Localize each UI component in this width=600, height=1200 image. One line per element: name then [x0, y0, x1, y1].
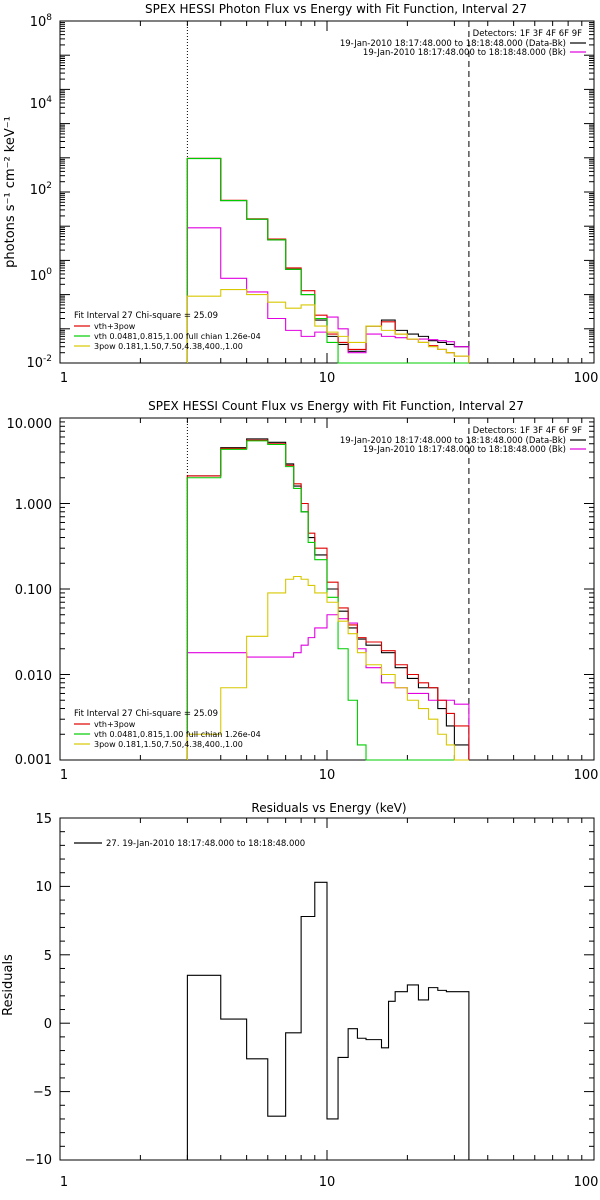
photon-xtick-100: 100 — [574, 371, 599, 386]
photon-panel: SPEX HESSI Photon Flux vs Energy with Fi… — [3, 2, 598, 386]
photon-legend-vth-label: vth 0.0481,0.815,1.00 full chian 1.26e-0… — [94, 332, 261, 341]
residuals-panel: Residuals vs Energy (keV) 15 10 5 0 −5 −… — [1, 801, 598, 1190]
photon-series-vth — [186, 158, 469, 364]
residuals-legend-label: 27. 19-Jan-2010 18:17:48.000 to 18:18:48… — [106, 839, 305, 849]
residuals-series-residuals — [186, 881, 470, 1160]
residuals-xtick-100: 100 — [574, 1175, 599, 1190]
count-fit-header: Fit Interval 27 Chi-square = 25.09 — [74, 709, 218, 719]
photon-legend-fit: Fit Interval 27 Chi-square = 25.09 vth+3… — [74, 311, 261, 351]
photon-axis-ticks — [59, 20, 595, 364]
count-xtick-10: 10 — [319, 768, 336, 783]
residuals-ytick-10: 10 — [35, 880, 52, 895]
residuals-ytick-15: 15 — [35, 812, 52, 827]
count-legend-pow-label: 3pow 0.181,1.50,7.50,4.38,400.,1.00 — [94, 740, 243, 749]
count-title: SPEX HESSI Count Flux vs Energy with Fit… — [148, 399, 524, 413]
residuals-legend: 27. 19-Jan-2010 18:17:48.000 to 18:18:48… — [74, 839, 305, 849]
photon-xtick-1: 1 — [60, 371, 68, 386]
photon-ytick-1e-2: 10-2 — [26, 354, 52, 371]
residuals-ytick-0: 0 — [44, 1017, 52, 1032]
count-series-vth-3pow — [186, 439, 470, 760]
count-legend-detectors: Detectors: 1F 3F 4F 6F 9F 19-Jan-2010 18… — [340, 426, 586, 455]
photon-ytick-1e8: 108 — [30, 13, 53, 30]
residuals-xtick-10: 10 — [319, 1175, 336, 1190]
photon-legend-total-label: vth+3pow — [94, 322, 136, 331]
count-legend-total-label: vth+3pow — [94, 720, 136, 729]
count-legend-data-label: 19-Jan-2010 18:17:48.000 to 18:18:48.000… — [340, 436, 566, 446]
count-series-3pow — [186, 575, 469, 761]
photon-ytick-1e2: 102 — [30, 181, 52, 198]
residuals-y-axis-label: Residuals — [1, 954, 16, 1016]
residuals-x-tick-labels: 1 10 100 — [60, 1175, 599, 1190]
residuals-xtick-1: 1 — [60, 1175, 68, 1190]
count-series-data-bk — [186, 438, 470, 760]
photon-detectors-text: Detectors: 1F 3F 4F 6F 9F — [473, 29, 582, 39]
count-ytick-0.01: 0.010 — [15, 669, 52, 684]
photon-legend-data-label: 19-Jan-2010 18:17:48.000 to 18:18:48.000… — [340, 39, 566, 49]
count-legend-bk-label: 19-Jan-2010 18:17:48.000 to 18:18:48.000… — [363, 445, 566, 455]
photon-xtick-10: 10 — [319, 371, 336, 386]
count-panel: SPEX HESSI Count Flux vs Energy with Fit… — [7, 399, 599, 783]
photon-y-axis-label: photons s⁻¹ cm⁻² keV⁻¹ — [3, 116, 18, 268]
residuals-title: Residuals vs Energy (keV) — [251, 801, 406, 815]
residuals-y-tick-labels: 15 10 5 0 −5 −10 — [25, 812, 52, 1168]
count-series-vth — [186, 440, 469, 761]
photon-y-tick-labels: 108 104 102 100 10-2 — [26, 13, 52, 371]
residuals-series — [186, 881, 470, 1160]
count-xtick-100: 100 — [574, 768, 599, 783]
residuals-ytick-neg10: −10 — [25, 1153, 52, 1168]
photon-x-tick-labels: 1 10 100 — [60, 371, 599, 386]
count-legend-fit: Fit Interval 27 Chi-square = 25.09 vth+3… — [74, 709, 261, 749]
count-ytick-0.001: 0.001 — [15, 753, 52, 768]
count-axis-ticks — [59, 417, 595, 761]
residuals-ytick-5: 5 — [44, 949, 52, 964]
count-xtick-1: 1 — [60, 768, 68, 783]
count-ytick-10: 10.000 — [7, 417, 53, 432]
photon-legend-detectors: Detectors: 1F 3F 4F 6F 9F 19-Jan-2010 18… — [340, 29, 586, 58]
photon-series — [186, 157, 470, 364]
photon-legend-bk-label: 19-Jan-2010 18:17:48.000 to 18:18:48.000… — [363, 48, 566, 58]
count-x-tick-labels: 1 10 100 — [60, 768, 599, 783]
count-ytick-0.1: 0.100 — [15, 583, 52, 598]
count-detectors-text: Detectors: 1F 3F 4F 6F 9F — [473, 426, 582, 436]
count-y-tick-labels: 10.000 1.000 0.100 0.010 0.001 — [7, 417, 53, 768]
photon-fit-header: Fit Interval 27 Chi-square = 25.09 — [74, 311, 218, 321]
photon-legend-pow-label: 3pow 0.181,1.50,7.50,4.38,400.,1.00 — [94, 342, 243, 351]
residuals-ytick-neg5: −5 — [33, 1085, 52, 1100]
photon-series-3pow — [186, 289, 470, 363]
count-ytick-1: 1.000 — [15, 498, 52, 513]
photon-title: SPEX HESSI Photon Flux vs Energy with Fi… — [145, 2, 527, 16]
photon-ytick-1e0: 100 — [30, 267, 53, 284]
count-series — [186, 438, 470, 761]
count-legend-vth-label: vth 0.0481,0.815,1.00 full chian 1.26e-0… — [94, 730, 261, 739]
photon-ytick-1e4: 104 — [30, 95, 53, 112]
